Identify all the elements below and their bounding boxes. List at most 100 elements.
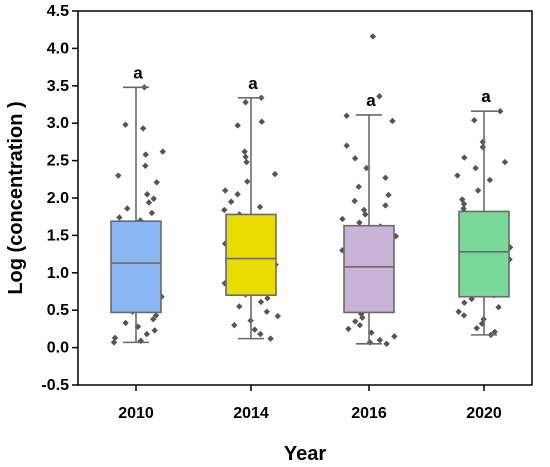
data-point — [383, 340, 390, 348]
box-iqr — [110, 220, 162, 314]
x-axis-ticks: 2010 2014 2016 2020 — [118, 385, 502, 422]
data-point — [139, 125, 147, 132]
box-2020 — [458, 110, 510, 336]
data-point — [343, 112, 350, 119]
data-point — [471, 117, 478, 124]
data-point — [242, 153, 249, 161]
data-point — [227, 198, 235, 205]
data-point — [376, 93, 383, 100]
scatter-points-layer — [110, 33, 514, 348]
significance-letters-layer: a a a a — [133, 63, 491, 110]
significance-letter: a — [133, 63, 143, 82]
data-point — [264, 295, 271, 302]
box-2016 — [343, 114, 395, 345]
data-point — [244, 178, 251, 185]
boxes-layer — [110, 86, 510, 345]
data-point — [243, 158, 250, 166]
y-tick-label: 1.0 — [47, 265, 69, 282]
data-point — [257, 330, 264, 338]
data-point — [145, 199, 153, 206]
data-point — [385, 191, 392, 199]
data-point — [231, 321, 238, 329]
data-point — [491, 328, 498, 336]
data-point — [360, 206, 368, 214]
x-tick-label: 2014 — [233, 405, 269, 422]
y-tick-label: 3.0 — [47, 115, 69, 132]
data-point — [495, 304, 502, 311]
data-point — [263, 308, 271, 315]
data-point — [339, 215, 346, 223]
data-point — [143, 330, 151, 338]
data-point — [454, 172, 461, 179]
data-point — [151, 327, 158, 334]
data-point — [159, 148, 166, 155]
data-point — [234, 122, 241, 129]
data-point — [142, 151, 149, 158]
data-point — [150, 315, 157, 323]
y-tick-label: 4.0 — [47, 40, 69, 57]
y-tick-label: 0.5 — [47, 302, 69, 319]
data-point — [474, 187, 482, 194]
significance-letter: a — [481, 87, 491, 106]
data-point — [343, 142, 350, 149]
data-point — [153, 179, 160, 186]
data-point — [267, 335, 274, 342]
data-point — [460, 200, 468, 208]
data-point — [142, 162, 149, 170]
data-point — [351, 155, 359, 162]
significance-letter: a — [366, 91, 376, 110]
data-point — [352, 318, 359, 325]
y-tick-label: 4.5 — [47, 3, 69, 20]
data-point — [479, 143, 487, 151]
data-point — [382, 202, 389, 209]
data-point — [486, 176, 494, 184]
data-point — [376, 336, 384, 344]
y-axis-label: Log (concentration ) — [5, 101, 27, 294]
data-point — [257, 298, 265, 306]
data-point — [497, 108, 504, 115]
box-2010 — [110, 86, 162, 344]
data-point — [234, 191, 241, 198]
x-axis-label: Year — [284, 443, 326, 465]
data-point — [461, 154, 468, 161]
data-point — [389, 117, 396, 125]
box-iqr — [343, 224, 395, 314]
y-tick-label: 1.5 — [47, 227, 69, 244]
data-point — [152, 312, 160, 319]
data-point — [116, 214, 123, 221]
y-axis-ticks: -0.5 0.0 0.5 1.0 1.5 2.0 2.5 3.0 3.5 4.0 4.5 — [41, 3, 78, 394]
data-point — [251, 326, 258, 333]
data-point — [356, 321, 364, 329]
data-point — [148, 209, 156, 217]
data-point — [472, 164, 479, 172]
data-point — [501, 158, 509, 166]
data-point — [236, 303, 243, 310]
significance-letter: a — [248, 74, 258, 93]
data-point — [362, 211, 369, 218]
data-point — [461, 299, 468, 306]
data-point — [391, 333, 398, 340]
box-iqr — [458, 210, 510, 298]
data-point — [221, 206, 228, 214]
y-tick-label: 0.0 — [47, 340, 69, 357]
data-point — [359, 314, 366, 321]
y-tick-label: 2.5 — [47, 153, 69, 170]
data-point — [369, 33, 377, 40]
box-iqr — [225, 213, 277, 297]
data-point — [143, 191, 151, 198]
x-tick-label: 2020 — [466, 405, 502, 422]
data-point — [382, 174, 389, 182]
data-point — [355, 183, 362, 190]
data-point — [356, 219, 363, 226]
data-point — [363, 164, 370, 172]
data-point — [258, 118, 265, 125]
data-point — [122, 319, 129, 327]
data-point — [241, 148, 248, 155]
data-point — [242, 99, 249, 106]
data-point — [271, 170, 279, 178]
data-point — [256, 203, 264, 211]
data-point — [124, 205, 131, 212]
y-tick-label: 2.0 — [47, 190, 69, 207]
data-point — [111, 334, 119, 342]
